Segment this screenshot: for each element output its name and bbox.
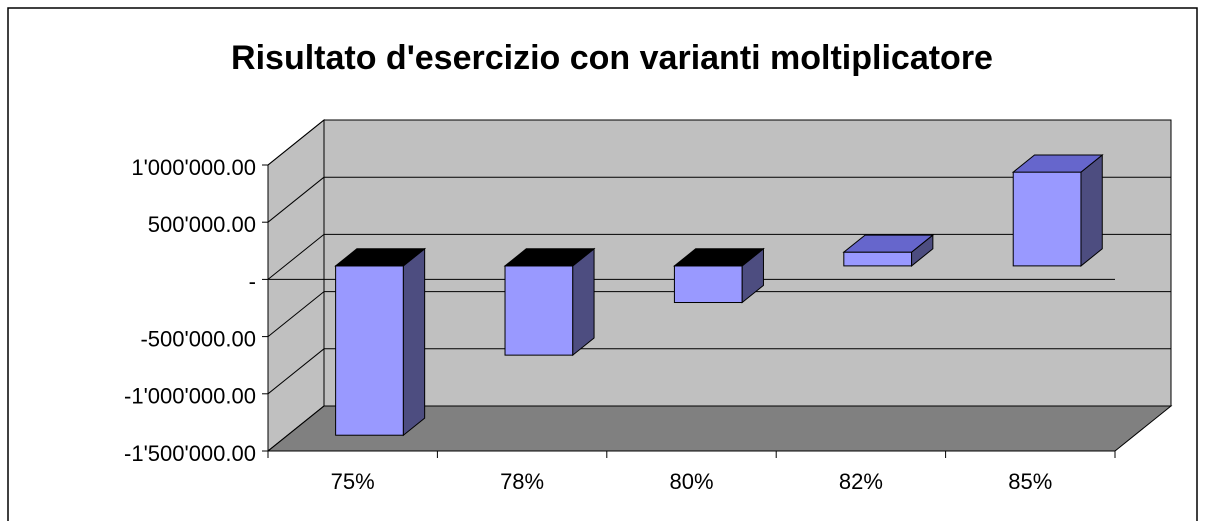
grid-line [267,234,325,280]
bar-top [1011,154,1104,173]
y-tick-label: 1'000'000.00 [131,155,256,180]
bar-top [842,234,935,253]
x-tick-label: 80% [669,469,713,494]
y-tick-label: 500'000.00 [148,212,256,237]
grid-line [267,291,325,337]
y-tick-label: -1'000'000.00 [124,384,256,409]
grid-line [267,348,325,395]
bar-top [334,248,427,267]
bar-top [503,248,596,267]
side-wall [267,118,325,453]
bar [843,251,913,267]
bar [1012,171,1082,267]
x-tick-label: 78% [500,469,544,494]
bar-top [672,248,765,267]
grid-line [267,119,325,166]
x-tick-label: 75% [331,469,375,494]
y-tick-label: - [249,269,256,294]
bar [335,265,404,436]
grid-line [267,405,325,452]
bar [504,265,574,356]
bar-side [572,247,595,357]
bar [673,265,743,304]
bar-side [1080,153,1103,267]
grid-line [267,176,325,223]
x-tick-label: 85% [1008,469,1052,494]
y-tick-label: -1'500'000.00 [124,441,256,466]
chart-title: Risultato d'esercizio con varianti molti… [231,39,993,77]
x-tick-label: 82% [839,469,883,494]
y-tick-label: -500'000.00 [140,326,256,351]
bar-side [402,247,426,437]
